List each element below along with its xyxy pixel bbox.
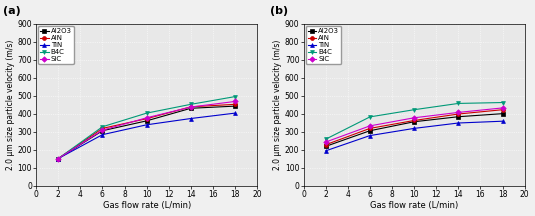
TiN [55,157,62,160]
Al2O3 [55,157,62,160]
Al2O3 [411,121,417,123]
Y-axis label: 2.0 μm size particle velocity (m/s): 2.0 μm size particle velocity (m/s) [5,40,14,170]
Line: B4C: B4C [56,95,237,160]
Al2O3 [99,129,105,132]
AlN [143,118,150,120]
SiC [232,100,238,103]
SiC [323,141,329,143]
SiC [188,106,194,108]
Al2O3 [323,145,329,148]
Text: (a): (a) [3,6,21,16]
Line: AlN: AlN [324,108,505,147]
AlN [499,108,506,111]
Text: (b): (b) [271,6,288,16]
AlN [366,127,373,130]
TiN [143,124,150,126]
Legend: Al2O3, AlN, TiN, B4C, SiC: Al2O3, AlN, TiN, B4C, SiC [305,26,341,64]
Line: SiC: SiC [324,106,505,144]
TiN [99,133,105,136]
AlN [323,143,329,146]
AlN [188,106,194,108]
Line: B4C: B4C [324,101,505,141]
B4C [455,102,462,105]
TiN [366,134,373,137]
Line: TiN: TiN [56,111,237,160]
B4C [55,157,62,160]
SiC [455,111,462,114]
B4C [323,138,329,140]
Al2O3 [499,112,506,115]
Al2O3 [232,105,238,107]
AlN [99,127,105,130]
B4C [499,101,506,104]
B4C [143,112,150,114]
SiC [411,116,417,119]
AlN [55,157,62,160]
TiN [323,149,329,152]
X-axis label: Gas flow rate (L/min): Gas flow rate (L/min) [370,202,458,210]
Al2O3 [455,115,462,118]
Al2O3 [188,107,194,110]
TiN [499,120,506,122]
B4C [411,108,417,111]
B4C [99,125,105,128]
Line: Al2O3: Al2O3 [56,104,237,160]
AlN [411,119,417,122]
TiN [188,117,194,120]
TiN [232,112,238,114]
Line: TiN: TiN [324,119,505,153]
Line: SiC: SiC [56,100,237,160]
Al2O3 [143,119,150,122]
X-axis label: Gas flow rate (L/min): Gas flow rate (L/min) [103,202,191,210]
SiC [55,157,62,160]
B4C [232,95,238,98]
AlN [232,103,238,106]
B4C [188,103,194,106]
TiN [411,127,417,130]
Line: AlN: AlN [56,102,237,160]
TiN [455,122,462,124]
B4C [366,116,373,118]
SiC [143,116,150,119]
Legend: Al2O3, AlN, TiN, B4C, SiC: Al2O3, AlN, TiN, B4C, SiC [38,26,74,64]
AlN [455,113,462,115]
SiC [99,129,105,132]
SiC [499,107,506,109]
Y-axis label: 2.0 μm size particle velocity (m/s): 2.0 μm size particle velocity (m/s) [273,40,282,170]
Al2O3 [366,129,373,132]
Line: Al2O3: Al2O3 [324,112,505,148]
SiC [366,125,373,127]
